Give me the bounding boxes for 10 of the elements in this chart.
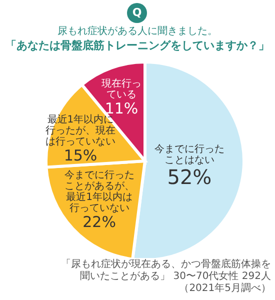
- slice-label: 現在行っている: [102, 77, 142, 100]
- slice-label: 今までに行ったことはない: [154, 142, 224, 166]
- text: 「尿もれ症状が現在ある、かつ骨盤底筋体操を聞いたことがある」 30〜70代女性 292人（2021年5月調べ）: [61, 259, 271, 295]
- chart-subtitle: 「あなたは骨盤底筋トレーニングをしていますか？」: [4, 39, 270, 53]
- data-label: 22%: [82, 212, 116, 231]
- data-label: 15%: [64, 146, 98, 164]
- chart-title: 尿もれ症状がある人に聞きました。: [56, 25, 218, 39]
- slice-label: 今までに行ったことがあるが、最近1年以内は行っていない: [64, 168, 134, 214]
- data-label: 52%: [167, 164, 212, 189]
- text: Q: [127, 3, 147, 23]
